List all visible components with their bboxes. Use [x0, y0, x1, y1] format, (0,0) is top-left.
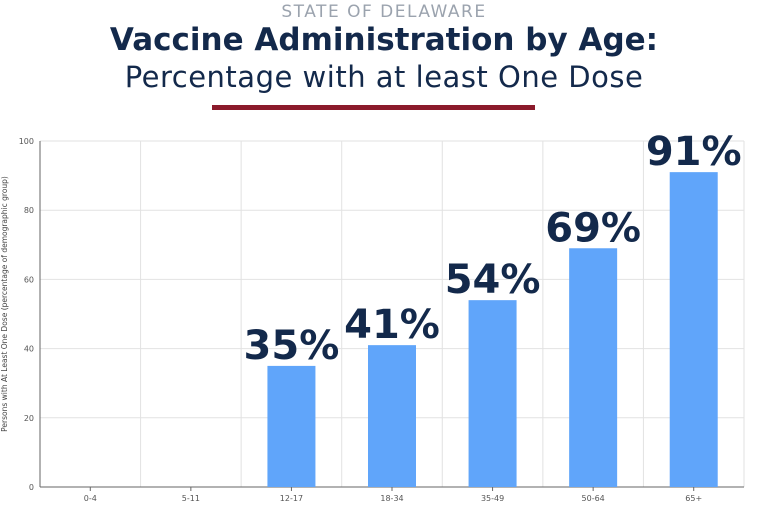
y-tick-label: 100 [19, 137, 34, 146]
y-tick-label: 80 [24, 206, 34, 215]
bar [569, 248, 618, 487]
y-tick-label: 20 [24, 414, 34, 423]
x-tick-label: 18-34 [380, 494, 403, 503]
chart-subtitle: Percentage with at least One Dose [124, 60, 644, 94]
bar [468, 300, 517, 487]
data-label: 54% [445, 257, 541, 303]
x-tick-label: 50-64 [582, 494, 605, 503]
x-tick-label: 35-49 [481, 494, 504, 503]
y-tick-label: 60 [24, 275, 34, 284]
data-label: 35% [244, 323, 340, 369]
data-label: 91% [646, 129, 742, 175]
state-label: STATE OF DELAWARE [281, 2, 487, 22]
bar [267, 365, 316, 487]
y-axis-title: Persons with At Least One Dose (percenta… [0, 176, 9, 432]
y-tick-label: 40 [24, 345, 34, 354]
bar [669, 172, 718, 487]
data-label: 69% [545, 205, 641, 251]
title-divider [212, 105, 535, 110]
x-tick-label: 12-17 [280, 494, 303, 503]
y-tick-label: 0 [29, 483, 34, 492]
x-tick-label: 5-11 [182, 494, 200, 503]
chart-title: Vaccine Administration by Age: [109, 22, 659, 58]
x-tick-label: 0-4 [84, 494, 97, 503]
data-label: 41% [344, 302, 440, 348]
x-tick-label: 65+ [685, 494, 702, 503]
bar [368, 345, 416, 487]
